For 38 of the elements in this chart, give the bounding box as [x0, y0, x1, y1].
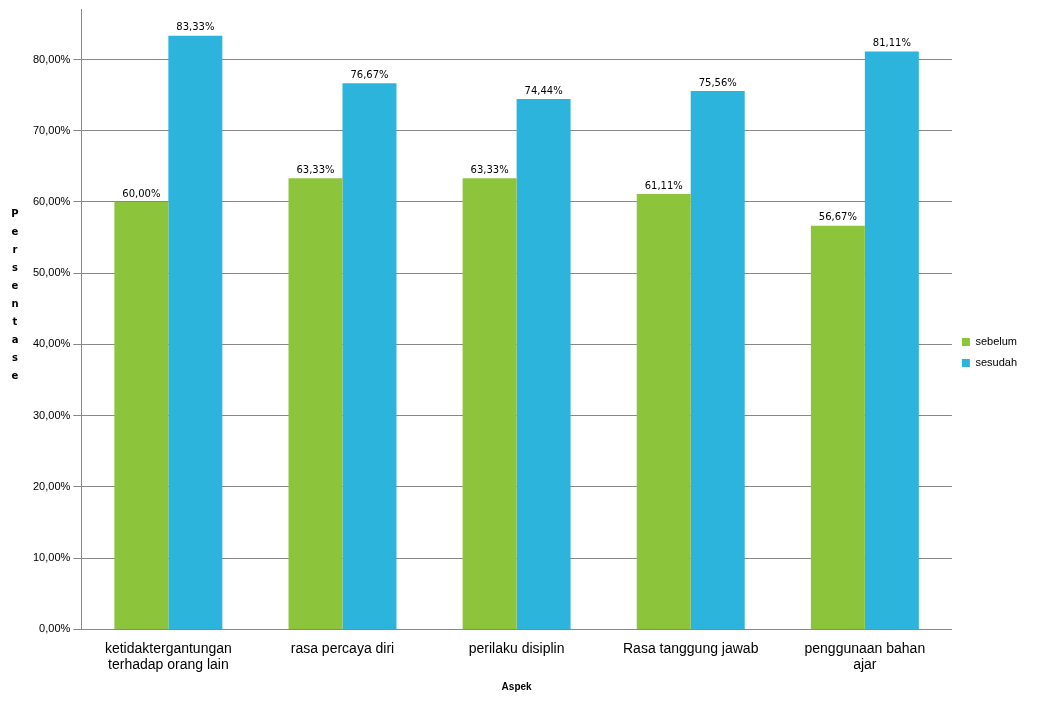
y-tick-label: 70,00% [33, 123, 71, 136]
y-tick-label: 0,00% [39, 622, 71, 635]
data-label: 74,44% [524, 84, 563, 96]
bar [168, 35, 223, 629]
bar [516, 99, 571, 629]
bar [288, 178, 343, 629]
x-tick-label: perilaku disiplin [468, 639, 565, 656]
data-label: 75,56% [698, 76, 737, 88]
data-label: 61,11% [644, 179, 683, 191]
data-label: 56,67% [818, 211, 857, 223]
data-label: 81,11% [872, 37, 911, 49]
x-tick-label: Rasa tanggung jawab [623, 639, 759, 656]
bar [342, 83, 397, 629]
y-tick-label: 60,00% [33, 194, 71, 207]
text: Persentase [11, 208, 19, 381]
x-axis-title: Aspek [501, 680, 533, 692]
data-label: 83,33% [176, 21, 215, 33]
legend-label: sebelum [975, 335, 1017, 348]
x-tick-label: ketidaktergantungan terhadap orang lain [104, 639, 232, 673]
y-tick-label: 40,00% [33, 337, 71, 350]
bar [864, 51, 919, 629]
x-tick-label: rasa percaya diri [290, 639, 395, 656]
bar [114, 201, 169, 629]
y-tick-label: 50,00% [33, 266, 71, 279]
data-label: 76,67% [350, 68, 389, 80]
y-tick-label: 10,00% [33, 551, 71, 564]
data-label: 63,33% [296, 163, 335, 175]
legend-label: sesudah [975, 356, 1018, 369]
bar [636, 194, 691, 629]
data-label: 60,00% [122, 187, 161, 199]
bar [810, 225, 865, 629]
y-tick-label: 80,00% [33, 52, 71, 65]
x-tick-label: penggunaan bahan ajar [804, 639, 926, 673]
bar [690, 91, 745, 629]
y-tick-label: 20,00% [33, 479, 71, 492]
data-label: 63,33% [470, 163, 509, 175]
y-tick-label: 30,00% [33, 408, 71, 421]
bar [462, 178, 517, 629]
